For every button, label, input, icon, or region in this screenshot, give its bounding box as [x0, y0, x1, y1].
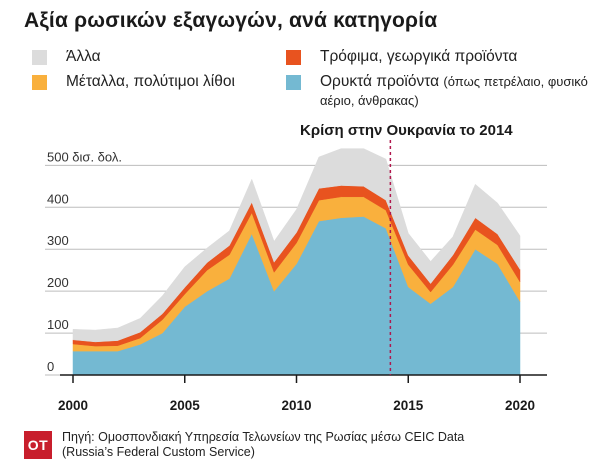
legend-swatch-other — [32, 50, 47, 65]
x-tick-label-2020: 2020 — [505, 398, 535, 413]
y-tick-label-300: 300 — [47, 233, 69, 248]
y-tick-label-0: 0 — [47, 359, 54, 374]
legend-item-food: Τρόφιμα, γεωργικά προϊόντα — [286, 47, 517, 66]
annotation-label-0: Κρίση στην Ουκρανία το 2014 — [300, 122, 513, 139]
area-other — [72, 148, 521, 343]
legend-label-fuels: Ορυκτά προϊόντα — [320, 73, 440, 90]
area-series — [72, 148, 521, 376]
legend-swatch-metals — [32, 75, 47, 90]
legend-item-fuels: Ορυκτά προϊόντα (όπως πετρέλαιο, φυσικό … — [286, 72, 590, 110]
legend-label-food: Τρόφιμα, γεωργικά προϊόντα — [320, 48, 518, 65]
y-tick-label-400: 400 — [47, 191, 69, 206]
footer: OT Πηγή: Ομοσπονδιακή Υπηρεσία Τελωνείων… — [24, 430, 464, 460]
y-unit-label: 500 δισ. δολ. — [47, 149, 122, 164]
x-tick-label-2005: 2005 — [170, 398, 201, 413]
chart-title: Αξία ρωσικών εξαγωγών, ανά κατηγορία — [24, 9, 438, 32]
x-axis: 2000 2005 2010 2015 2020 — [58, 374, 547, 413]
x-tick-label-2015: 2015 — [393, 398, 424, 413]
x-tick-label-2000: 2000 — [58, 398, 88, 413]
legend-item-metals: Μέταλλα, πολύτιμοι λίθοι — [32, 72, 235, 91]
legend-note-fuels: (όπως πετρέλαιο, φυσικό αέριο, άνθρακας) — [320, 74, 588, 108]
legend-swatch-food — [286, 50, 301, 65]
legend-item-other: Άλλα — [32, 47, 101, 66]
publisher-logo: OT — [24, 431, 52, 459]
y-tick-label-200: 200 — [47, 275, 69, 290]
source-line-2: (Russia’s Federal Custom Service) — [62, 445, 255, 459]
source-note: Πηγή: Ομοσπονδιακή Υπηρεσία Τελωνείων τη… — [62, 430, 464, 460]
annotations: Κρίση στην Ουκρανία το 2014 — [300, 122, 513, 375]
legend-label-other: Άλλα — [66, 48, 101, 65]
x-tick-label-2010: 2010 — [281, 398, 311, 413]
y-tick-label-100: 100 — [47, 317, 69, 332]
legend-swatch-fuels — [286, 75, 301, 90]
source-line-1: Πηγή: Ομοσπονδιακή Υπηρεσία Τελωνείων τη… — [62, 430, 465, 444]
y-axis-labels: 0 100 200 300 400 500 δισ. δολ. — [47, 149, 122, 374]
legend-label-metals: Μέταλλα, πολύτιμοι λίθοι — [66, 73, 235, 90]
